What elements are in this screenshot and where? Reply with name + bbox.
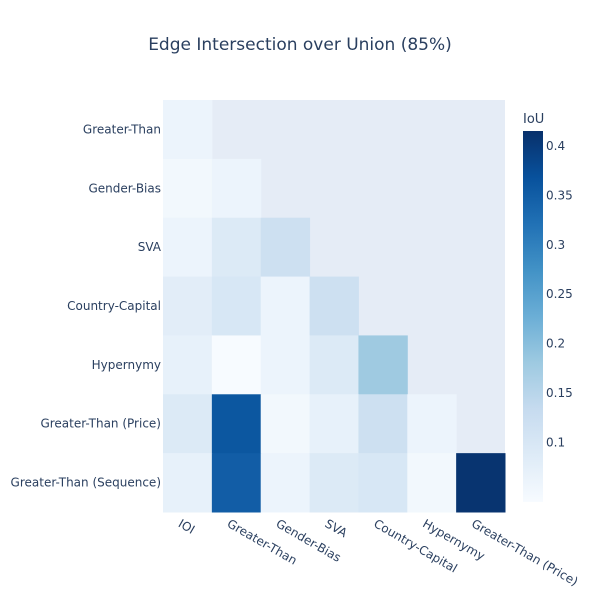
y-tick-label: Greater-Than (Sequence): [11, 476, 161, 490]
colorbar-tick-label: 0.2: [546, 337, 565, 351]
heatmap-cell: [211, 394, 262, 454]
heatmap-cell: [211, 158, 262, 219]
heatmap-cell: [407, 394, 457, 454]
heatmap-cell: [163, 335, 213, 395]
y-tick-label: Greater-Than (Price): [40, 417, 161, 431]
colorbar-tick-label: 0.3: [546, 238, 565, 252]
heatmap-cell: [211, 217, 262, 278]
heatmap-cell: [358, 335, 408, 395]
heatmap-cell: [163, 158, 213, 219]
x-tick-label: SVA: [323, 516, 351, 540]
colorbar-tick-labels: 0.1 0.15 0.2 0.25 0.3 0.35 0.4: [546, 139, 573, 450]
heatmap-cell: [407, 453, 457, 513]
x-tick-label: Country-Capital: [371, 516, 459, 575]
heatmap-cell: [358, 394, 408, 454]
heatmap-cell: [163, 276, 213, 336]
heatmap-cell: [260, 276, 311, 336]
heatmap-cell: [260, 394, 311, 454]
y-tick-label: Country-Capital: [67, 299, 161, 313]
heatmap-cell: [358, 453, 408, 513]
heatmap-cell: [309, 453, 359, 513]
y-tick-label: Gender-Bias: [88, 181, 161, 195]
y-tick-label: Hypernymy: [92, 358, 161, 372]
y-tick-label: SVA: [138, 240, 162, 254]
colorbar-tick-label: 0.15: [546, 386, 573, 400]
x-tick-label: IOI: [176, 516, 197, 536]
heatmap-cell: [163, 394, 213, 454]
y-tick-label: Greater-Than: [83, 122, 161, 136]
heatmap-cell: [260, 335, 311, 395]
heatmap-cell: [260, 217, 311, 278]
heatmap-cell: [260, 453, 311, 513]
heatmap-cell: [309, 394, 359, 454]
colorbar-tick-label: 0.4: [546, 139, 565, 153]
heatmap-cell: [163, 100, 213, 160]
heatmap-cell: [211, 276, 262, 336]
colorbar-tick-label: 0.25: [546, 287, 573, 301]
heatmap-cell: [309, 276, 359, 336]
chart-title: Edge Intersection over Union (85%): [148, 35, 452, 55]
colorbar: [523, 131, 543, 502]
colorbar-title: IoU: [523, 112, 544, 127]
colorbar-tick-label: 0.35: [546, 188, 573, 202]
heatmap-cell: [456, 453, 506, 513]
colorbar-tick-label: 0.1: [546, 436, 565, 450]
y-axis-tick-labels: Greater-Than Gender-Bias SVA Country-Capita…: [11, 122, 162, 489]
heatmap-cell: [211, 335, 262, 395]
heatmap-cell: [163, 453, 213, 513]
heatmap-cell: [309, 335, 359, 395]
heatmap-cells: [163, 100, 506, 513]
heatmap-cell: [211, 453, 262, 513]
heatmap-cell: [163, 217, 213, 278]
